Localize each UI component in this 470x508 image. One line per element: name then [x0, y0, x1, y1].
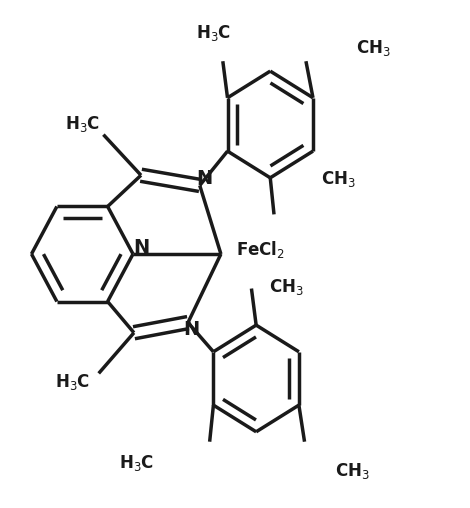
Text: CH$_3$: CH$_3$ — [321, 169, 356, 189]
Text: H$_3$C: H$_3$C — [65, 114, 100, 135]
Text: H$_3$C: H$_3$C — [55, 372, 90, 392]
Text: H$_3$C: H$_3$C — [119, 453, 154, 473]
Text: N: N — [196, 169, 212, 188]
Text: H$_3$C: H$_3$C — [196, 23, 231, 43]
Text: CH$_3$: CH$_3$ — [335, 461, 370, 482]
Text: N: N — [184, 320, 200, 339]
Text: CH$_3$: CH$_3$ — [356, 38, 391, 58]
Text: CH$_3$: CH$_3$ — [269, 277, 304, 297]
Text: N: N — [133, 238, 149, 257]
Text: FeCl$_2$: FeCl$_2$ — [236, 239, 285, 261]
